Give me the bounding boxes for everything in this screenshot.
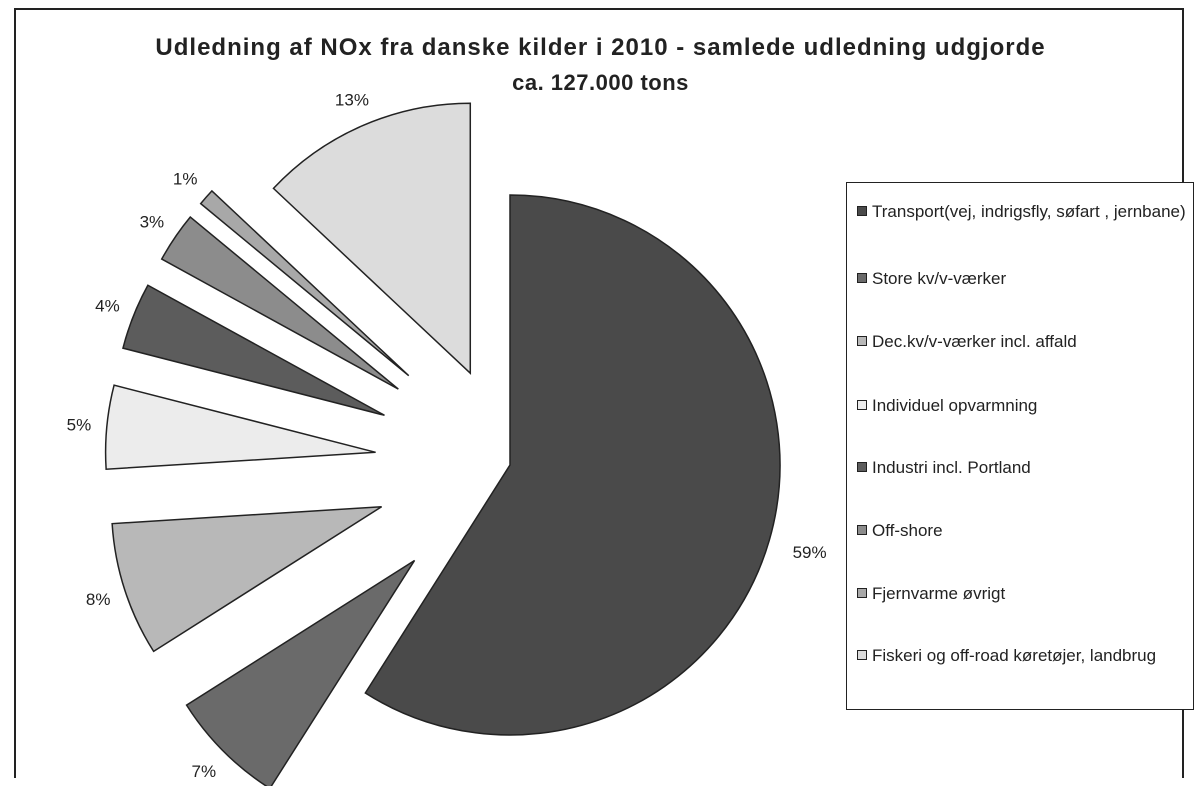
legend-item: Individuel opvarmning	[857, 393, 1187, 418]
slice-percent-label: 7%	[192, 762, 217, 781]
chart-title-line2: ca. 127.000 tons	[512, 70, 689, 95]
slice-percent-label: 59%	[793, 543, 827, 562]
legend-item: Transport(vej, indrigsfly, søfart , jern…	[857, 199, 1187, 224]
chart-title-line1: Udledning af NOx fra danske kilder i 201…	[155, 34, 1046, 61]
legend-item: Fjernvarme øvrigt	[857, 581, 1187, 606]
slice-percent-label: 5%	[67, 415, 92, 434]
legend-label: Industri incl. Portland	[872, 458, 1031, 477]
slice-percent-label: 13%	[335, 91, 369, 110]
slice-percent-label: 4%	[95, 297, 120, 316]
legend-swatch	[857, 588, 867, 598]
legend-label: Dec.kv/v-værker incl. affald	[872, 332, 1077, 351]
pie-slice	[122, 284, 385, 417]
legend-label: Fiskeri og off-road køretøjer, landbrug	[872, 646, 1157, 665]
legend-label: Off-shore	[872, 521, 943, 540]
legend-label: Transport(vej, indrigsfly, søfart , jern…	[872, 202, 1186, 221]
legend-item: Industri incl. Portland	[857, 455, 1187, 480]
pie-slice	[185, 559, 416, 786]
legend-item: Fiskeri og off-road køretøjer, landbrug	[857, 643, 1187, 668]
legend-swatch	[857, 206, 867, 216]
pie-slice	[364, 194, 781, 736]
legend-swatch	[857, 400, 867, 410]
pie-slice	[199, 189, 410, 377]
slice-percent-label: 1%	[173, 170, 198, 189]
legend-swatch	[857, 525, 867, 535]
slice-percent-label: 3%	[140, 213, 165, 232]
legend-item: Store kv/v-værker	[857, 266, 1187, 291]
legend-item: Off-shore	[857, 518, 1187, 543]
pie-slice	[160, 215, 399, 390]
pie-slice	[104, 384, 376, 471]
legend-swatch	[857, 273, 867, 283]
slice-percent-label: 8%	[86, 590, 111, 609]
legend-swatch	[857, 462, 867, 472]
legend-swatch	[857, 336, 867, 346]
pie-slice	[111, 505, 383, 653]
legend-label: Individuel opvarmning	[872, 396, 1038, 415]
legend-label: Store kv/v-værker	[872, 269, 1007, 288]
legend-item: Dec.kv/v-værker incl. affald	[857, 329, 1187, 354]
pie-slice	[272, 102, 472, 375]
legend-swatch	[857, 650, 867, 660]
legend-label: Fjernvarme øvrigt	[872, 584, 1006, 603]
legend: Transport(vej, indrigsfly, søfart , jern…	[846, 182, 1194, 710]
